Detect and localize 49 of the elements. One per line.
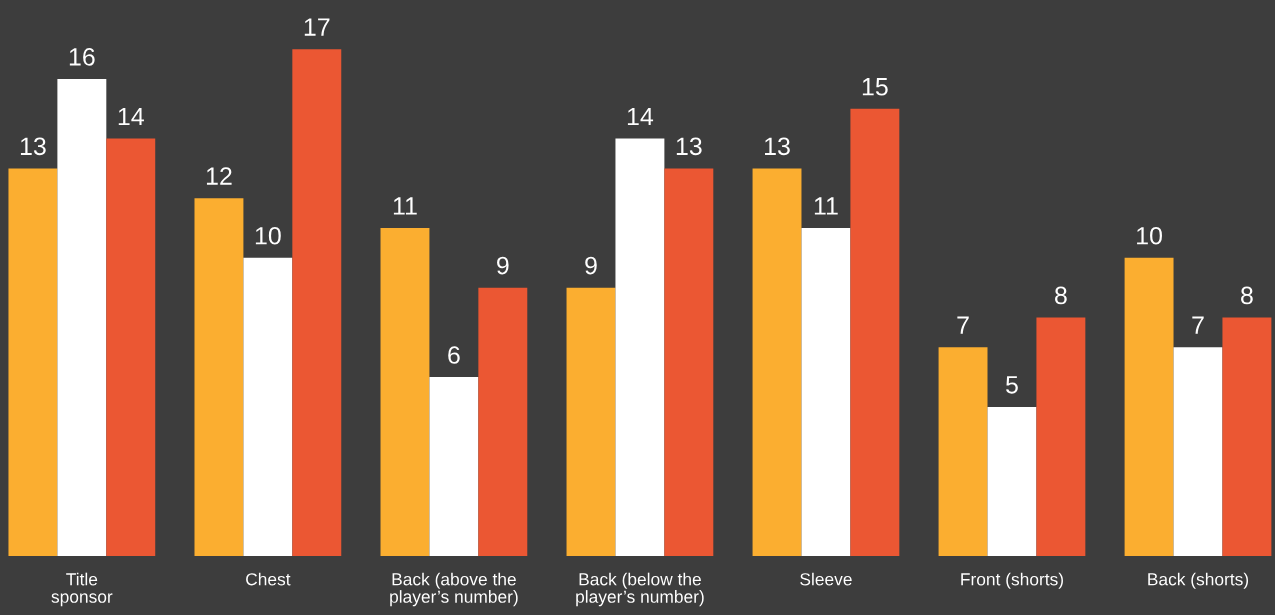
bar xyxy=(1222,317,1272,556)
bar xyxy=(8,168,58,556)
bar xyxy=(850,108,900,556)
bar xyxy=(1124,257,1174,556)
data-label: 6 xyxy=(448,346,460,364)
bar xyxy=(106,138,156,556)
x-tick-label: Back (shorts) xyxy=(1148,572,1249,589)
bar xyxy=(57,78,107,556)
data-label: 14 xyxy=(118,107,144,126)
data-label: 10 xyxy=(255,226,281,245)
bar xyxy=(1173,347,1223,556)
bar xyxy=(664,168,714,556)
bar xyxy=(380,228,430,556)
data-label: 7 xyxy=(957,316,969,334)
data-label: 11 xyxy=(814,197,838,215)
data-label: 13 xyxy=(20,137,46,156)
data-label: 8 xyxy=(1055,286,1067,305)
bar xyxy=(938,347,988,556)
data-label: 5 xyxy=(1006,376,1018,394)
data-label: 8 xyxy=(1241,286,1253,305)
bar xyxy=(987,406,1037,556)
bar xyxy=(194,198,244,556)
data-label: 15 xyxy=(862,78,888,96)
data-label: 13 xyxy=(765,137,790,156)
x-tick-label: Title sponsor xyxy=(51,572,113,607)
x-tick-label: Back (above the player’s number) xyxy=(390,572,518,607)
data-label: 16 xyxy=(69,48,95,66)
x-tick-label: Back (below the player’s number) xyxy=(576,572,704,607)
bar xyxy=(566,287,616,556)
data-label: 13 xyxy=(676,137,702,156)
bar xyxy=(1036,317,1086,556)
data-label: 9 xyxy=(497,256,509,275)
bar xyxy=(615,138,665,556)
bar xyxy=(243,257,293,556)
x-tick-label: Front (shorts) xyxy=(961,572,1063,589)
data-label: 11 xyxy=(393,197,417,215)
bar xyxy=(752,168,802,556)
x-tick-label: Sleeve xyxy=(800,572,852,586)
data-label: 7 xyxy=(1192,316,1204,334)
data-label: 10 xyxy=(1137,226,1162,245)
bar xyxy=(292,49,342,556)
data-label: 9 xyxy=(585,256,597,275)
data-label: 12 xyxy=(206,167,232,185)
bar xyxy=(429,377,479,556)
data-label: 14 xyxy=(627,107,654,126)
bar xyxy=(801,228,851,556)
x-tick-label: Chest xyxy=(246,572,291,586)
bar xyxy=(478,287,528,556)
data-label: 17 xyxy=(304,18,330,36)
